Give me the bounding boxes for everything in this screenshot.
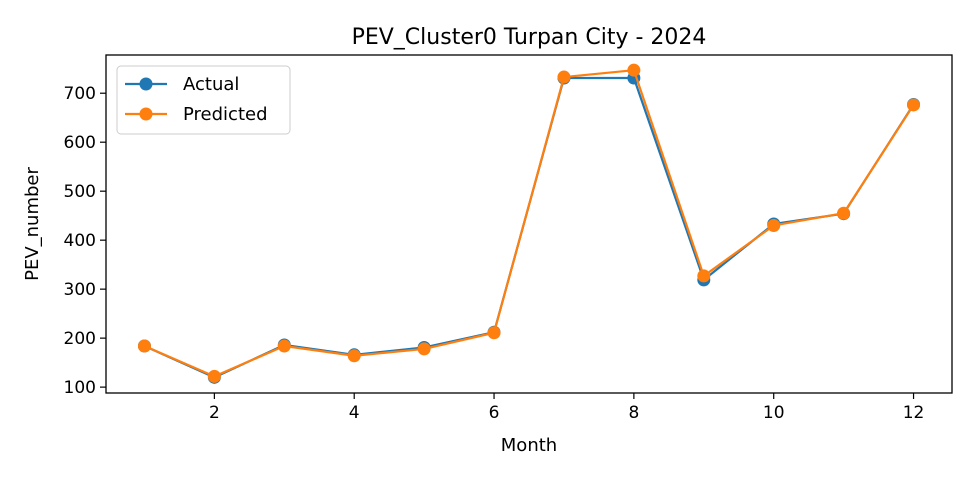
data-point-predicted xyxy=(767,218,781,232)
data-point-predicted xyxy=(557,70,571,84)
x-tick-label: 8 xyxy=(628,403,639,423)
y-tick-label: 500 xyxy=(64,182,96,202)
legend: Actual Predicted xyxy=(116,65,291,135)
data-point-predicted xyxy=(207,369,221,383)
y-tick-label: 200 xyxy=(64,329,96,349)
x-axis-label: Month xyxy=(501,435,557,456)
series-line-predicted xyxy=(144,69,915,378)
plot-area: 2 4 6 8 10 12 100 200 300 400 500 600 700 xyxy=(64,63,925,423)
y-tick-label: 300 xyxy=(64,280,96,300)
x-tick-label: 6 xyxy=(489,403,500,423)
x-tick-label: 10 xyxy=(763,403,785,423)
y-tick-label: 100 xyxy=(64,378,96,398)
chart-title: PEV_Cluster0 Turpan City - 2024 xyxy=(352,25,707,50)
x-tick-label: 4 xyxy=(349,403,360,423)
y-axis-label: PEV_number xyxy=(22,167,43,281)
data-point-predicted xyxy=(417,342,431,356)
data-point-predicted xyxy=(487,326,501,340)
legend-predicted-marker xyxy=(139,107,153,121)
legend-predicted-label: Predicted xyxy=(183,104,268,125)
data-point-predicted xyxy=(137,339,151,353)
y-tick-label: 600 xyxy=(64,133,96,153)
data-point-predicted xyxy=(907,98,921,112)
y-tick-label: 400 xyxy=(64,231,96,251)
data-point-predicted xyxy=(277,339,291,353)
data-point-predicted xyxy=(347,349,361,363)
legend-actual-marker xyxy=(139,77,153,91)
x-tick-label: 2 xyxy=(209,403,220,423)
data-point-predicted xyxy=(837,206,851,220)
x-tick-label: 12 xyxy=(903,403,925,423)
data-point-predicted xyxy=(627,63,641,77)
legend-actual-label: Actual xyxy=(183,74,239,95)
y-tick-label: 700 xyxy=(64,84,96,104)
data-point-predicted xyxy=(697,269,711,283)
axes-frame xyxy=(105,54,953,394)
